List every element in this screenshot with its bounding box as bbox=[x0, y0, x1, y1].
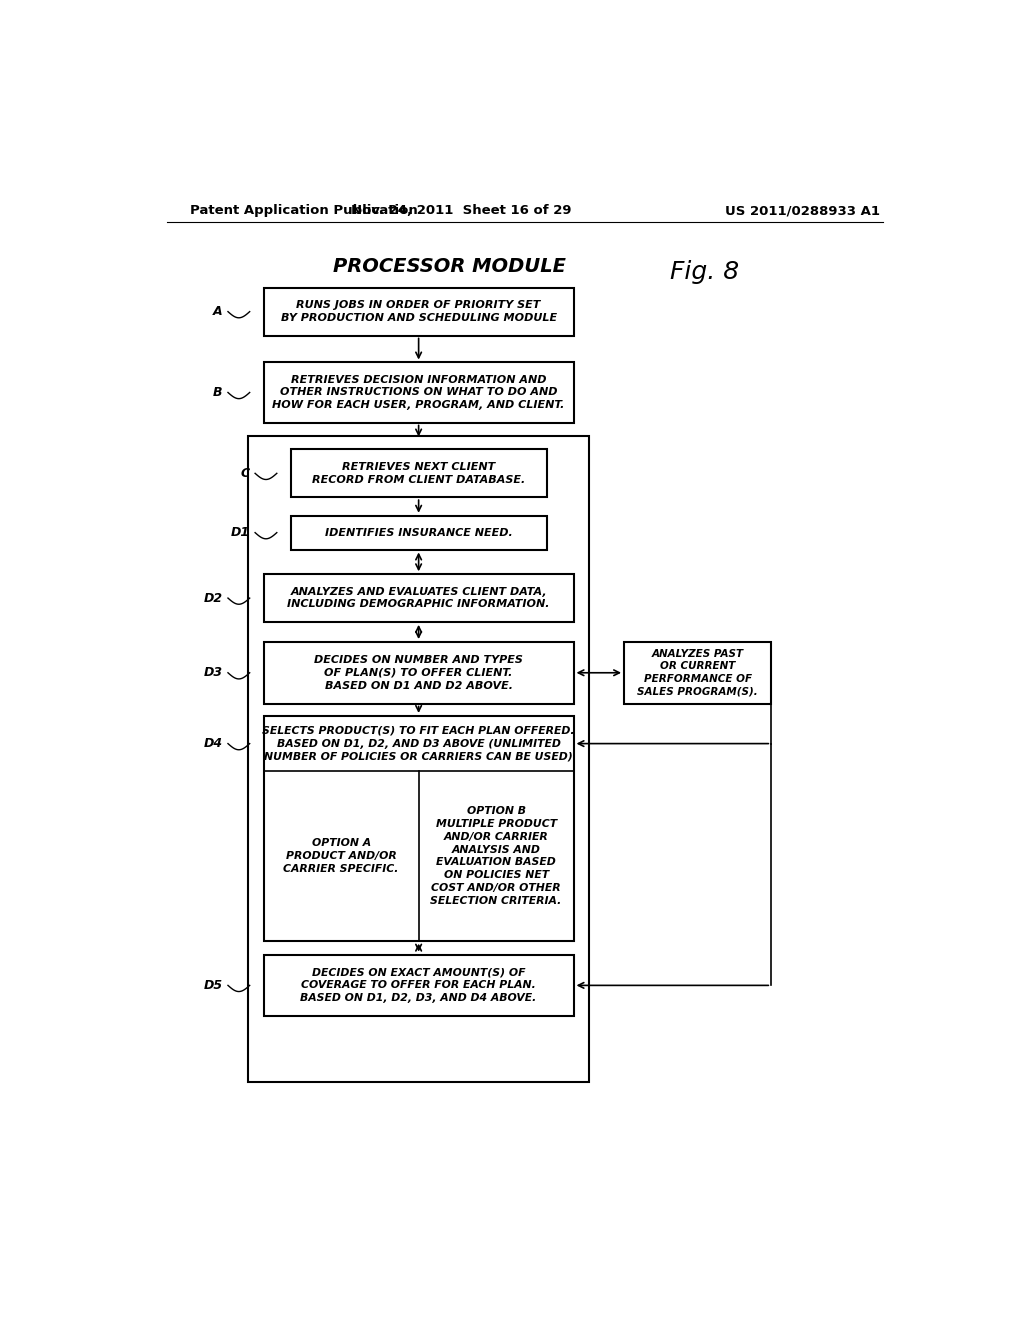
Bar bbox=[263, 954, 573, 1016]
Bar bbox=[263, 715, 573, 941]
Text: Fig. 8: Fig. 8 bbox=[671, 260, 739, 284]
Bar bbox=[263, 288, 573, 335]
Bar bbox=[248, 436, 589, 1082]
Text: ANALYZES AND EVALUATES CLIENT DATA,
INCLUDING DEMOGRAPHIC INFORMATION.: ANALYZES AND EVALUATES CLIENT DATA, INCL… bbox=[288, 586, 550, 610]
Text: PROCESSOR MODULE: PROCESSOR MODULE bbox=[333, 256, 566, 276]
Text: Patent Application Publication: Patent Application Publication bbox=[190, 205, 418, 218]
Text: B: B bbox=[213, 385, 222, 399]
Bar bbox=[291, 449, 547, 498]
Text: SELECTS PRODUCT(S) TO FIT EACH PLAN OFFERED.
BASED ON D1, D2, AND D3 ABOVE (UNLI: SELECTS PRODUCT(S) TO FIT EACH PLAN OFFE… bbox=[262, 726, 574, 762]
Text: OPTION B
MULTIPLE PRODUCT
AND/OR CARRIER
ANALYSIS AND
EVALUATION BASED
ON POLICI: OPTION B MULTIPLE PRODUCT AND/OR CARRIER… bbox=[430, 807, 562, 906]
Text: RUNS JOBS IN ORDER OF PRIORITY SET
BY PRODUCTION AND SCHEDULING MODULE: RUNS JOBS IN ORDER OF PRIORITY SET BY PR… bbox=[281, 300, 557, 323]
Bar bbox=[624, 642, 771, 704]
Text: A: A bbox=[213, 305, 222, 318]
Text: D3: D3 bbox=[204, 667, 222, 680]
Text: D4: D4 bbox=[204, 737, 222, 750]
Bar bbox=[291, 516, 547, 549]
Text: DECIDES ON NUMBER AND TYPES
OF PLAN(S) TO OFFER CLIENT.
BASED ON D1 AND D2 ABOVE: DECIDES ON NUMBER AND TYPES OF PLAN(S) T… bbox=[314, 655, 523, 690]
Text: Nov. 24, 2011  Sheet 16 of 29: Nov. 24, 2011 Sheet 16 of 29 bbox=[351, 205, 571, 218]
Text: D2: D2 bbox=[204, 591, 222, 605]
Bar bbox=[263, 574, 573, 622]
Text: RETRIEVES DECISION INFORMATION AND
OTHER INSTRUCTIONS ON WHAT TO DO AND
HOW FOR : RETRIEVES DECISION INFORMATION AND OTHER… bbox=[272, 375, 565, 411]
Text: IDENTIFIES INSURANCE NEED.: IDENTIFIES INSURANCE NEED. bbox=[325, 528, 512, 537]
Text: D1: D1 bbox=[230, 527, 250, 539]
Text: OPTION A
PRODUCT AND/OR
CARRIER SPECIFIC.: OPTION A PRODUCT AND/OR CARRIER SPECIFIC… bbox=[284, 838, 398, 874]
Text: RETRIEVES NEXT CLIENT
RECORD FROM CLIENT DATABASE.: RETRIEVES NEXT CLIENT RECORD FROM CLIENT… bbox=[312, 462, 525, 484]
Bar bbox=[263, 642, 573, 704]
Text: D5: D5 bbox=[204, 979, 222, 991]
Bar bbox=[263, 363, 573, 422]
Text: C: C bbox=[241, 467, 250, 480]
Text: ANALYZES PAST
OR CURRENT
PERFORMANCE OF
SALES PROGRAM(S).: ANALYZES PAST OR CURRENT PERFORMANCE OF … bbox=[637, 648, 758, 697]
Text: DECIDES ON EXACT AMOUNT(S) OF
COVERAGE TO OFFER FOR EACH PLAN.
BASED ON D1, D2, : DECIDES ON EXACT AMOUNT(S) OF COVERAGE T… bbox=[300, 968, 537, 1003]
Text: US 2011/0288933 A1: US 2011/0288933 A1 bbox=[725, 205, 880, 218]
